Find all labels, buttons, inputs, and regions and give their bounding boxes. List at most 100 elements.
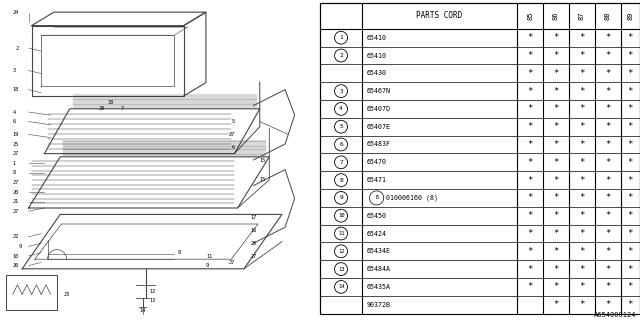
Text: *: * [628,104,633,113]
Text: *: * [605,265,611,274]
Text: *: * [527,33,532,42]
Text: 7: 7 [120,106,124,111]
Text: 27: 27 [13,151,19,156]
Text: 11: 11 [206,253,212,259]
Text: *: * [579,87,584,96]
Text: 27: 27 [13,180,19,185]
Text: 65471: 65471 [367,177,387,183]
Text: *: * [554,300,559,309]
Text: *: * [554,265,559,274]
Text: *: * [554,176,559,185]
Text: 20: 20 [13,189,19,195]
Text: *: * [605,69,611,78]
Text: *: * [579,158,584,167]
Text: 88: 88 [605,12,611,20]
Text: *: * [628,265,633,274]
Text: 65435A: 65435A [367,284,391,290]
Text: *: * [579,69,584,78]
Text: *: * [605,282,611,292]
Text: *: * [579,282,584,292]
Text: *: * [605,300,611,309]
Text: 65483F: 65483F [367,141,391,148]
Text: *: * [554,229,559,238]
Text: 10: 10 [338,213,344,218]
Text: 3: 3 [339,89,343,93]
Text: 24: 24 [13,10,19,15]
Text: *: * [579,140,584,149]
Text: *: * [605,211,611,220]
Text: 29: 29 [98,106,104,111]
Text: 12: 12 [149,289,155,294]
Text: *: * [605,193,611,202]
Text: *: * [579,211,584,220]
Text: 65407E: 65407E [367,124,391,130]
Text: 010006160 (8): 010006160 (8) [387,195,438,201]
Text: 30: 30 [108,100,114,105]
Text: *: * [579,300,584,309]
Text: *: * [628,211,633,220]
Text: *: * [605,33,611,42]
Text: 65410: 65410 [367,35,387,41]
Text: B: B [375,196,378,200]
Text: *: * [628,247,633,256]
Text: *: * [605,122,611,131]
Text: 2: 2 [16,45,19,51]
Text: 26: 26 [13,263,19,268]
Text: 6: 6 [231,145,234,150]
Text: *: * [579,265,584,274]
Text: 65484A: 65484A [367,266,391,272]
Text: A654000124: A654000124 [595,312,637,318]
Text: 9: 9 [19,244,22,249]
Text: 25: 25 [13,141,19,147]
Text: *: * [628,51,633,60]
Text: *: * [554,104,559,113]
Text: 65470: 65470 [367,159,387,165]
Text: 2: 2 [339,53,343,58]
Text: 12: 12 [338,249,344,254]
Text: *: * [605,51,611,60]
Text: *: * [554,282,559,292]
Text: 15: 15 [260,177,266,182]
Text: *: * [554,193,559,202]
Text: 7: 7 [339,160,343,165]
Text: *: * [527,51,532,60]
Text: *: * [527,211,532,220]
Text: 11: 11 [338,231,344,236]
Text: *: * [628,229,633,238]
Text: *: * [579,193,584,202]
Text: *: * [628,176,633,185]
Text: *: * [628,87,633,96]
Text: *: * [605,140,611,149]
Text: *: * [527,229,532,238]
Text: *: * [579,104,584,113]
Text: 27: 27 [13,209,19,214]
Text: 4: 4 [339,106,343,111]
Text: *: * [579,176,584,185]
Text: 8: 8 [13,170,16,175]
Text: *: * [605,104,611,113]
Text: *: * [527,265,532,274]
Text: *: * [527,176,532,185]
Text: 5: 5 [339,124,343,129]
Text: 65407D: 65407D [367,106,391,112]
Text: 8: 8 [339,178,343,183]
Text: *: * [527,140,532,149]
Text: 6: 6 [339,142,343,147]
Text: 85: 85 [527,12,533,20]
Text: 14: 14 [338,284,344,289]
Text: 65450: 65450 [367,213,387,219]
Text: *: * [554,122,559,131]
Text: 18: 18 [13,87,19,92]
Text: 65430: 65430 [367,70,387,76]
Text: *: * [554,69,559,78]
Text: *: * [527,87,532,96]
Text: *: * [628,122,633,131]
Text: 90372B: 90372B [367,302,391,308]
Text: *: * [527,158,532,167]
Text: 27: 27 [228,132,234,137]
Text: *: * [579,33,584,42]
Text: 6: 6 [13,119,16,124]
Text: *: * [527,69,532,78]
Text: 65410: 65410 [367,52,387,59]
Bar [6,275,57,310]
